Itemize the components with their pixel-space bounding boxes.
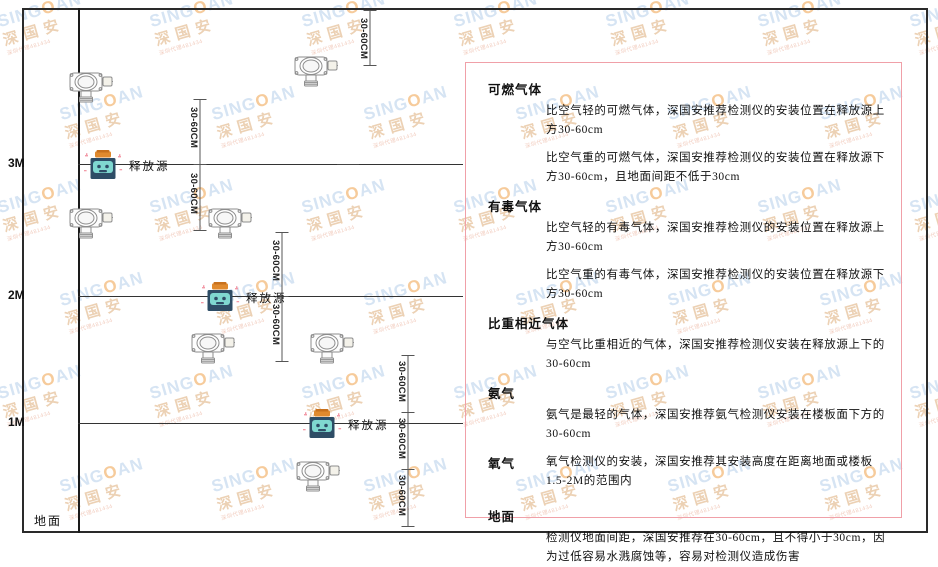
dimension-column-1m: 30-60CM 30-60CM 30-60CM	[396, 355, 420, 527]
gas-detector-icon	[66, 200, 118, 240]
gas-detector-icon	[307, 325, 359, 365]
guideline-paragraph: 氧气检测仪的安装，深国安推荐其安装高度在距离地面或楼板1.5-2M的范围内	[546, 456, 873, 487]
guideline-section: 比重相近气体与空气比重相近的气体，深国安推荐检测仪安装在释放源上下的30-60c…	[480, 313, 889, 374]
guideline-section: 氧气 氧气检测仪的安装，深国安推荐其安装高度在距离地面或楼板1.5-2M的范围内	[480, 453, 889, 500]
guideline-section: 地面检测仪地面间距，深国安推荐在30-60cm，且不得小于30cm，因为过低容易…	[480, 506, 889, 567]
dimension-label: 30-60CM	[396, 418, 407, 460]
release-source-icon	[302, 409, 342, 441]
guideline-paragraph: 检测仪地面间距，深国安推荐在30-60cm，且不得小于30cm，因为过低容易水溅…	[546, 532, 886, 563]
installation-height-diagram: 3M 2M 1M 地面 30-60CM 30-60CM 30-60CM 30-60C…	[8, 8, 463, 533]
guideline-paragraph: 比空气重的可燃气体，深国安推荐检测仪的安装位置在释放源下方30-60cm，且地面…	[546, 152, 885, 183]
guideline-section-title: 有毒气体	[488, 200, 543, 214]
guideline-paragraph: 与空气比重相近的气体，深国安推荐检测仪安装在释放源上下的30-60cm	[546, 339, 885, 370]
release-source-label: 释放源	[246, 293, 287, 305]
dimension-label: 30-60CM	[396, 361, 407, 403]
dimension-label: 30-60CM	[396, 475, 407, 517]
gas-detector-icon	[188, 325, 240, 365]
dimension-label: 30-60CM	[188, 107, 199, 149]
release-source-icon	[83, 150, 123, 182]
guideline-section-title: 氨气	[488, 387, 516, 401]
guideline-paragraph: 氨气是最轻的气体，深国安推荐氨气检测仪安装在楼板面下方的30-60cm	[546, 409, 885, 440]
ground-label: 地面	[34, 514, 63, 528]
dimension-label: 30-60CM	[358, 18, 369, 60]
dimension-column-3m: 30-60CM 30-60CM	[188, 99, 212, 231]
gas-detector-guidelines-panel: 可燃气体 比空气轻的可燃气体，深国安推荐检测仪的安装位置在释放源上方30-60cm…	[465, 62, 902, 563]
dimension-label: 30-60CM	[270, 304, 281, 346]
guideline-section-title: 氧气	[488, 457, 516, 471]
gas-detector-icon	[291, 48, 343, 88]
release-source-icon	[200, 282, 240, 314]
vertical-axis	[78, 8, 80, 533]
axis-label-2m: 2M	[8, 288, 25, 302]
dimension-label: 30-60CM	[188, 173, 199, 215]
leader-line-1m	[376, 423, 408, 424]
dimension-column-2m: 30-60CM 30-60CM	[270, 232, 294, 362]
leader-line-2m	[248, 296, 282, 297]
guideline-section: 可燃气体 比空气轻的可燃气体，深国安推荐检测仪的安装位置在释放源上方30-60cm…	[480, 79, 889, 187]
release-source-label: 释放源	[129, 161, 170, 173]
height-line-3m	[78, 164, 463, 165]
release-source-label: 释放源	[348, 420, 389, 432]
dimension-column-top: 30-60CM	[358, 10, 382, 66]
guideline-inline-row: 氧气 氧气检测仪的安装，深国安推荐其安装高度在距离地面或楼板1.5-2M的范围内	[480, 453, 889, 500]
guideline-paragraph: 比空气轻的有毒气体，深国安推荐检测仪的安装位置在释放源上方30-60cm	[546, 222, 885, 253]
axis-label-1m: 1M	[8, 415, 25, 429]
height-line-1m	[78, 423, 463, 424]
gas-detector-icon	[205, 200, 257, 240]
guideline-paragraph: 比空气轻的可燃气体，深国安推荐检测仪的安装位置在释放源上方30-60cm	[546, 105, 885, 136]
gas-detector-icon	[293, 453, 345, 493]
guideline-section-title: 比重相近气体	[488, 317, 570, 331]
guideline-section-title: 地面	[488, 510, 516, 524]
dimension-label: 30-60CM	[270, 240, 281, 282]
diagram-frame	[22, 8, 928, 533]
guideline-section: 氨气氨气是最轻的气体，深国安推荐氨气检测仪安装在楼板面下方的30-60cm	[480, 383, 889, 444]
guideline-section-title: 可燃气体	[488, 83, 543, 97]
leader-line-3m	[337, 164, 359, 165]
gas-detector-icon	[66, 64, 118, 104]
guideline-section: 有毒气体 比空气轻的有毒气体，深国安推荐检测仪的安装位置在释放源上方30-60cm…	[480, 196, 889, 304]
guideline-paragraph: 比空气重的有毒气体，深国安推荐检测仪的安装位置在释放源下方30-60cm	[546, 269, 885, 300]
axis-label-3m: 3M	[8, 156, 25, 170]
